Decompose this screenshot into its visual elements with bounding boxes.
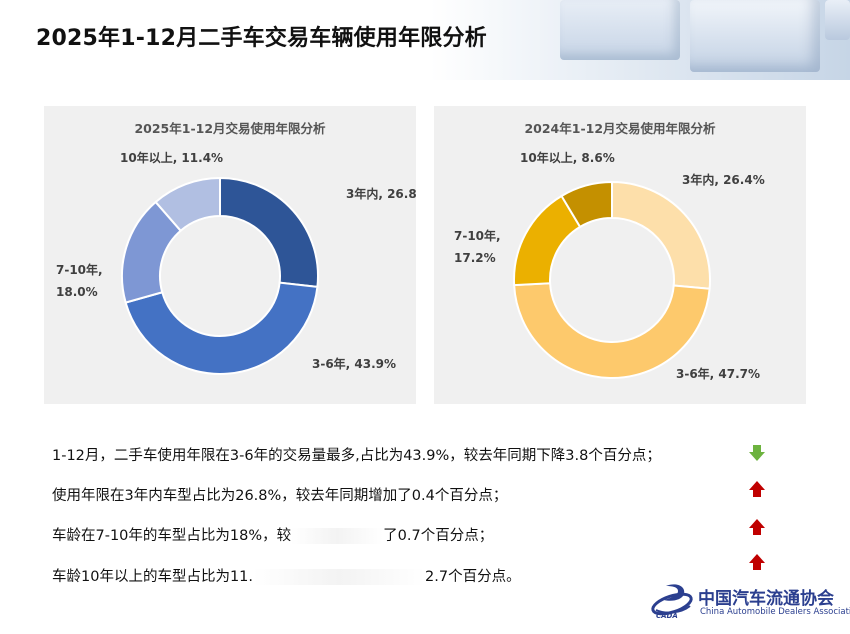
donut-slice	[560, 180, 613, 229]
cada-logo: CADA 中国汽车流通协会 China Automobile Dealers A…	[650, 580, 850, 630]
donut-chart-2024: 3年内, 26.4% 3-6年, 47.7% 7-10年, 17.2% 10年以上, 8…	[454, 150, 765, 381]
data-label: 18.0%	[56, 285, 98, 299]
donut-chart-2025: 3年内, 26.8% 3-6年, 43.9% 7-10年, 18.0% 10年以上, 1…	[56, 150, 416, 375]
summary-text: 车龄在7-10年的车型占比为18%，较	[52, 528, 292, 544]
summary-text: 1-12月，二手车使用年限在3-6年的交易量最多,占比为43.9%，较去年同期下…	[52, 448, 661, 464]
chart-panel-2024: 3年内, 26.4% 3-6年, 47.7% 7-10年, 17.2% 10年以上, 8…	[434, 106, 806, 404]
donut-slice	[513, 282, 711, 379]
summary-line: 车龄10年以上的车型占比为11. 2.7个百分点。	[52, 565, 521, 586]
trend-up-icon	[749, 554, 765, 570]
data-label: 10年以上, 8.6%	[520, 150, 615, 165]
trend-down-icon	[749, 445, 765, 461]
donut-slice	[611, 180, 711, 290]
data-label: 17.2%	[454, 251, 496, 265]
summary-text: 车龄10年以上的车型占比为11.	[52, 569, 254, 585]
summary-text: 2.7个百分点。	[425, 569, 521, 585]
data-label: 3年内, 26.8%	[346, 186, 416, 201]
header-banner: 2025年1-12月二手车交易车辆使用年限分析	[0, 0, 850, 80]
redacted-text	[291, 528, 384, 544]
donut-slice	[154, 176, 221, 233]
chart-panel-2025: 3年内, 26.8% 3-6年, 43.9% 7-10年, 18.0% 10年以上, 1…	[44, 106, 416, 404]
organization-name-en: China Automobile Dealers Association	[700, 607, 850, 617]
summary-text: 了0.7个百分点；	[383, 528, 494, 544]
trend-up-icon	[749, 519, 765, 535]
data-label: 3-6年, 47.7%	[676, 366, 760, 381]
logo-abbreviation: CADA	[656, 612, 678, 620]
donut-slice	[124, 281, 319, 375]
summary-text: 使用年限在3年内车型占比为26.8%，较去年同期增加了0.4个百分点；	[52, 488, 508, 504]
chart-title: 2025年1-12月交易使用年限分析	[134, 121, 326, 136]
organization-name-cn: 中国汽车流通协会	[698, 589, 834, 609]
page-title: 2025年1-12月二手车交易车辆使用年限分析	[36, 26, 487, 51]
summary-line: 车龄在7-10年的车型占比为18%，较 了0.7个百分点；	[52, 524, 493, 545]
header-decoration	[825, 0, 850, 40]
data-label: 7-10年,	[454, 228, 501, 243]
data-label: 3-6年, 43.9%	[312, 356, 396, 371]
redacted-text	[253, 569, 426, 585]
header-decoration	[690, 0, 820, 72]
data-label: 3年内, 26.4%	[682, 172, 765, 187]
summary-line: 1-12月，二手车使用年限在3-6年的交易量最多,占比为43.9%，较去年同期下…	[52, 444, 661, 465]
chart-title: 2024年1-12月交易使用年限分析	[524, 121, 716, 136]
data-label: 7-10年,	[56, 262, 103, 277]
donut-slice	[219, 176, 319, 289]
summary-line: 使用年限在3年内车型占比为26.8%，较去年同期增加了0.4个百分点；	[52, 484, 507, 505]
trend-up-icon	[749, 481, 765, 497]
cada-logo-icon	[651, 584, 693, 616]
header-decoration	[560, 0, 680, 60]
data-label: 10年以上, 11.4%	[120, 150, 223, 165]
